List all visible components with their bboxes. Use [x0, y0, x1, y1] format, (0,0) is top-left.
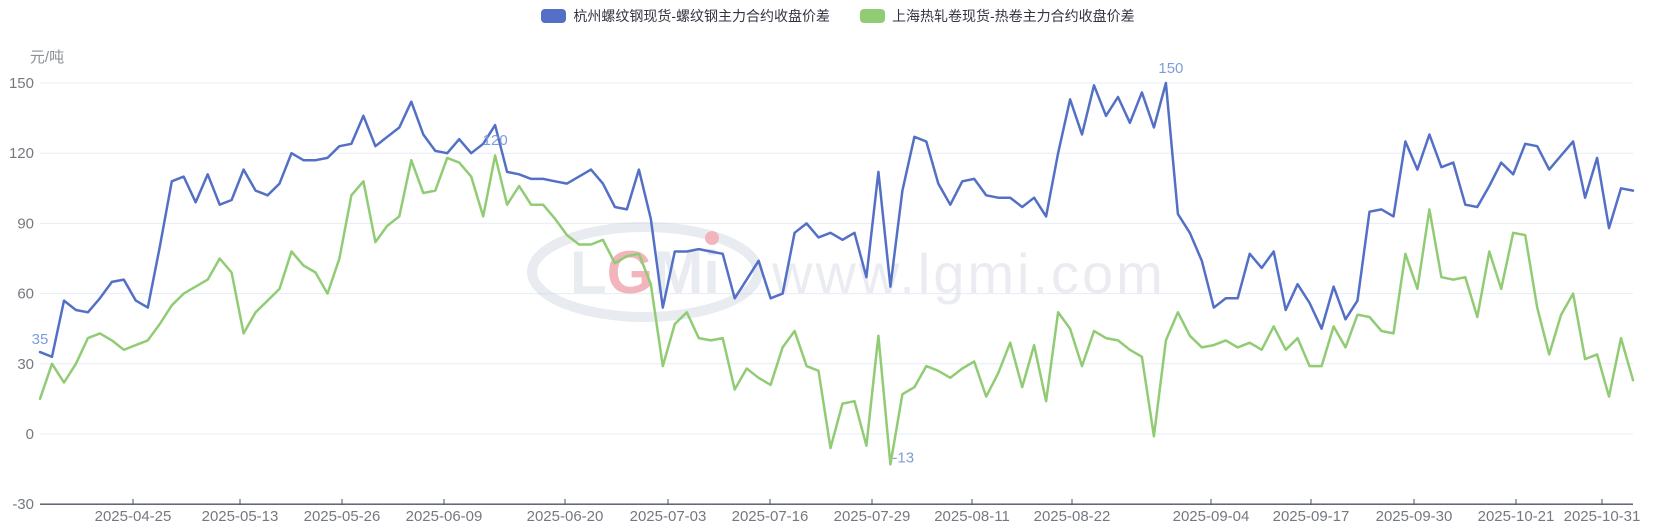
- value-annotation: 120: [483, 132, 508, 149]
- x-axis-tick-label: 2025-08-22: [1034, 508, 1111, 525]
- value-annotation: 150: [1158, 60, 1183, 77]
- x-axis-tick-label: 2025-04-25: [95, 508, 172, 525]
- lgmi-watermark: LGMi www.lgmi.com: [527, 222, 1166, 322]
- x-axis-tick-label: 2025-08-11: [934, 508, 1010, 525]
- legend-label-hot-coil: 上海热轧卷现货-热卷主力合约收盘价差: [892, 8, 1135, 24]
- legend-label-rebar: 杭州螺纹钢现货-螺纹钢主力合约收盘价差: [573, 8, 830, 24]
- y-axis-tick-label: 120: [9, 145, 34, 162]
- watermark-logo-ellipse-icon: [527, 222, 763, 322]
- y-axis-unit-label: 元/吨: [30, 49, 64, 66]
- x-axis-tick-label: 2025-10-31: [1564, 508, 1641, 525]
- legend-swatch-hot-coil-icon: [860, 9, 885, 23]
- y-axis-tick-label: 150: [9, 75, 34, 92]
- x-axis-tick-label: 2025-05-26: [304, 508, 381, 525]
- chart-legend: 杭州螺纹钢现货-螺纹钢主力合约收盘价差 上海热轧卷现货-热卷主力合约收盘价差: [0, 7, 1676, 25]
- series-line-rebar[interactable]: [38, 81, 1635, 359]
- value-annotation: -13: [892, 449, 914, 466]
- legend-item-hot-coil[interactable]: 上海热轧卷现货-热卷主力合约收盘价差: [860, 7, 1135, 25]
- y-axis-tick-label: -30: [12, 496, 34, 513]
- x-axis-tick-label: 2025-09-04: [1173, 508, 1250, 525]
- x-axis-tick-label: 2025-06-09: [406, 508, 483, 525]
- series-line-hot-coil[interactable]: [38, 154, 1635, 466]
- value-annotation: 35: [32, 331, 49, 348]
- y-axis-tick-label: 0: [26, 426, 34, 443]
- y-axis-tick-label: 30: [17, 356, 34, 373]
- y-axis-tick-label: 60: [17, 286, 34, 303]
- x-axis-tick-label: 2025-05-13: [202, 508, 279, 525]
- x-axis-tick-label: 2025-09-17: [1273, 508, 1350, 525]
- x-axis-tick-label: 2025-09-30: [1376, 508, 1453, 525]
- legend-item-rebar[interactable]: 杭州螺纹钢现货-螺纹钢主力合约收盘价差: [541, 7, 830, 25]
- x-axis-tick-label: 2025-07-29: [834, 508, 911, 525]
- x-axis-tick-label: 2025-07-03: [630, 508, 707, 525]
- x-axis-tick-label: 2025-10-21: [1478, 508, 1555, 525]
- x-axis-tick-label: 2025-07-16: [732, 508, 809, 525]
- watermark-url-text: www.lgmi.com: [771, 242, 1166, 305]
- y-axis-tick-label: 90: [17, 215, 34, 232]
- legend-swatch-rebar-icon: [541, 9, 567, 23]
- x-axis-tick-label: 2025-06-20: [527, 508, 604, 525]
- watermark-i-dot-icon: [705, 231, 719, 245]
